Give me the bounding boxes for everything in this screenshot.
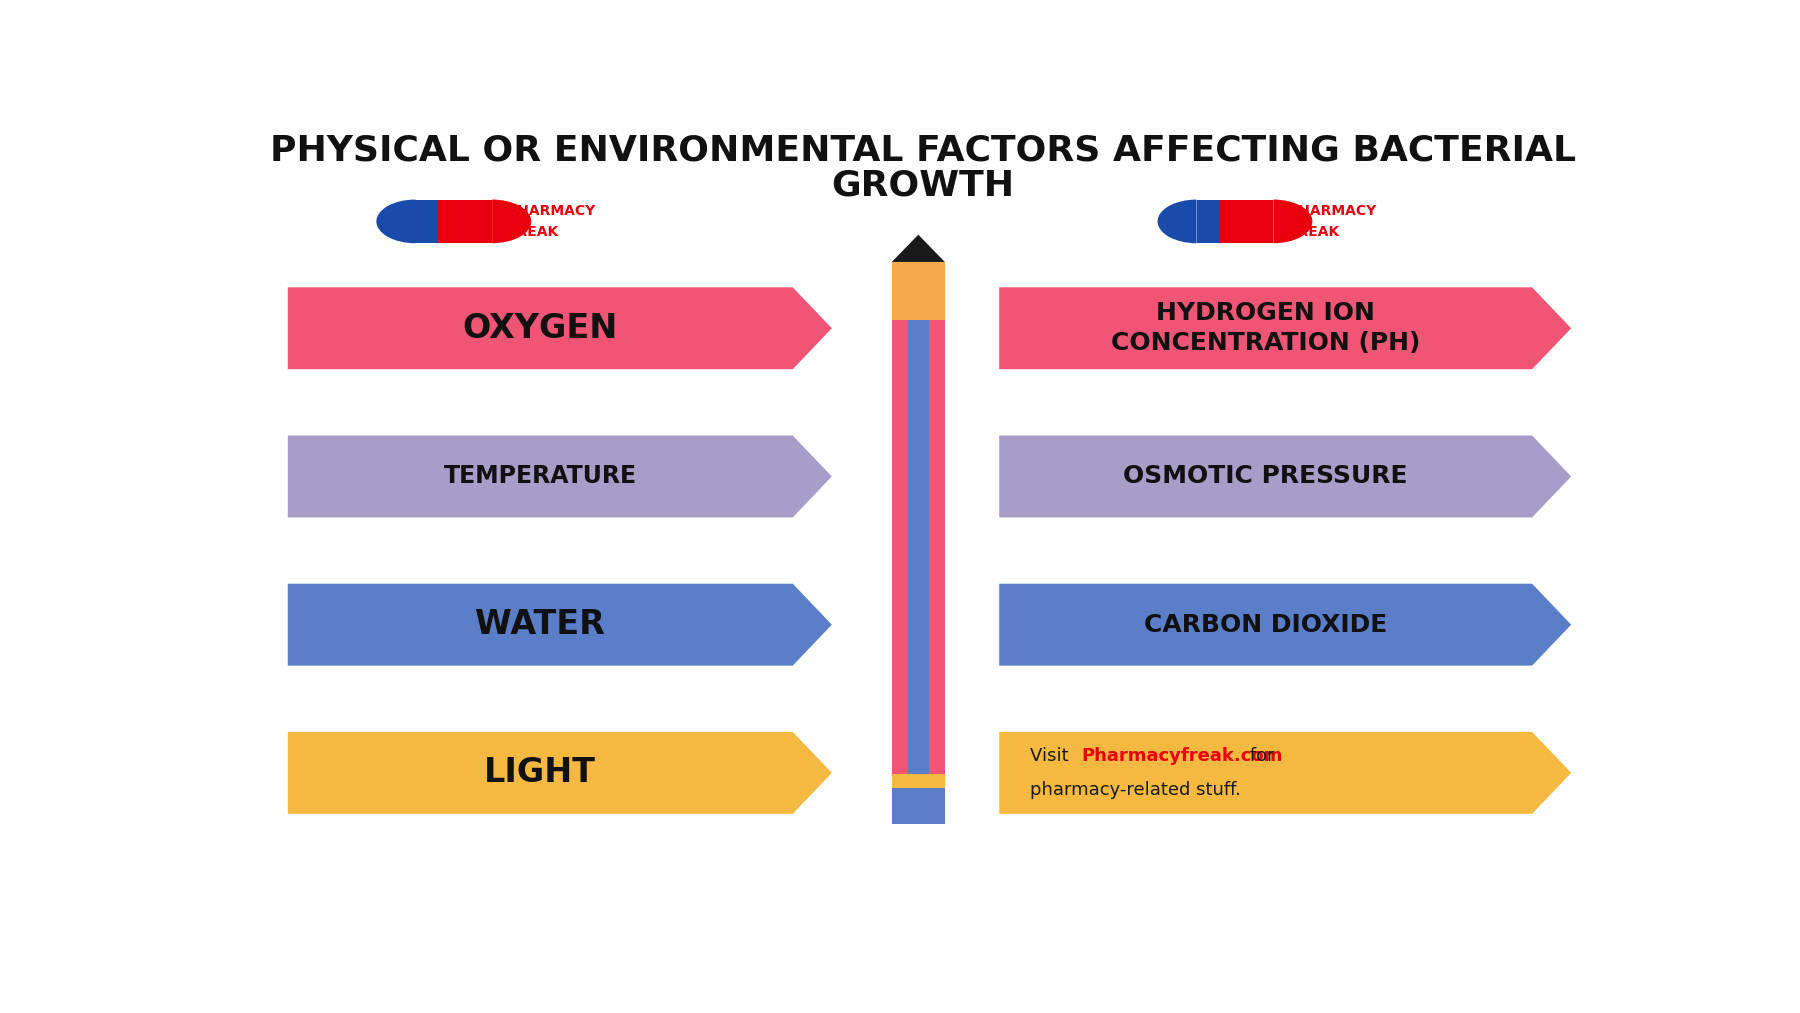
Wedge shape — [376, 200, 416, 243]
FancyBboxPatch shape — [907, 320, 929, 774]
Text: OSMOTIC PRESSURE: OSMOTIC PRESSURE — [1123, 465, 1408, 488]
Wedge shape — [1157, 200, 1197, 243]
FancyBboxPatch shape — [439, 200, 491, 243]
Polygon shape — [891, 262, 945, 320]
Polygon shape — [288, 436, 832, 518]
Polygon shape — [288, 583, 832, 666]
Text: TEMPERATURE: TEMPERATURE — [445, 465, 637, 488]
FancyBboxPatch shape — [1220, 200, 1273, 243]
Polygon shape — [999, 288, 1571, 369]
FancyBboxPatch shape — [891, 788, 945, 824]
FancyBboxPatch shape — [1197, 200, 1273, 243]
Text: pharmacy-related stuff.: pharmacy-related stuff. — [1030, 781, 1240, 799]
Polygon shape — [288, 732, 832, 813]
Polygon shape — [891, 235, 945, 262]
Text: LIGHT: LIGHT — [484, 757, 596, 789]
Text: PHYSICAL OR ENVIRONMENTAL FACTORS AFFECTING BACTERIAL: PHYSICAL OR ENVIRONMENTAL FACTORS AFFECT… — [270, 134, 1575, 167]
Text: PHARMACY: PHARMACY — [1289, 205, 1377, 218]
Text: Visit: Visit — [1030, 747, 1075, 765]
FancyBboxPatch shape — [891, 774, 945, 788]
Text: HYDROGEN ION
CONCENTRATION (PH): HYDROGEN ION CONCENTRATION (PH) — [1111, 302, 1420, 356]
Text: CARBON DIOXIDE: CARBON DIOXIDE — [1145, 613, 1388, 636]
Wedge shape — [491, 200, 531, 243]
Text: for: for — [1244, 747, 1274, 765]
Text: WATER: WATER — [475, 608, 605, 641]
Polygon shape — [999, 436, 1571, 518]
Wedge shape — [1273, 200, 1312, 243]
FancyBboxPatch shape — [416, 200, 491, 243]
Polygon shape — [999, 732, 1571, 813]
FancyBboxPatch shape — [891, 320, 945, 774]
Text: GROWTH: GROWTH — [832, 168, 1013, 203]
Polygon shape — [999, 583, 1571, 666]
Text: FREAK: FREAK — [508, 225, 558, 238]
Text: FREAK: FREAK — [1289, 225, 1339, 238]
Text: Pharmacyfreak.com: Pharmacyfreak.com — [1082, 747, 1283, 765]
Polygon shape — [288, 288, 832, 369]
Text: PHARMACY: PHARMACY — [508, 205, 596, 218]
Text: OXYGEN: OXYGEN — [463, 312, 617, 344]
